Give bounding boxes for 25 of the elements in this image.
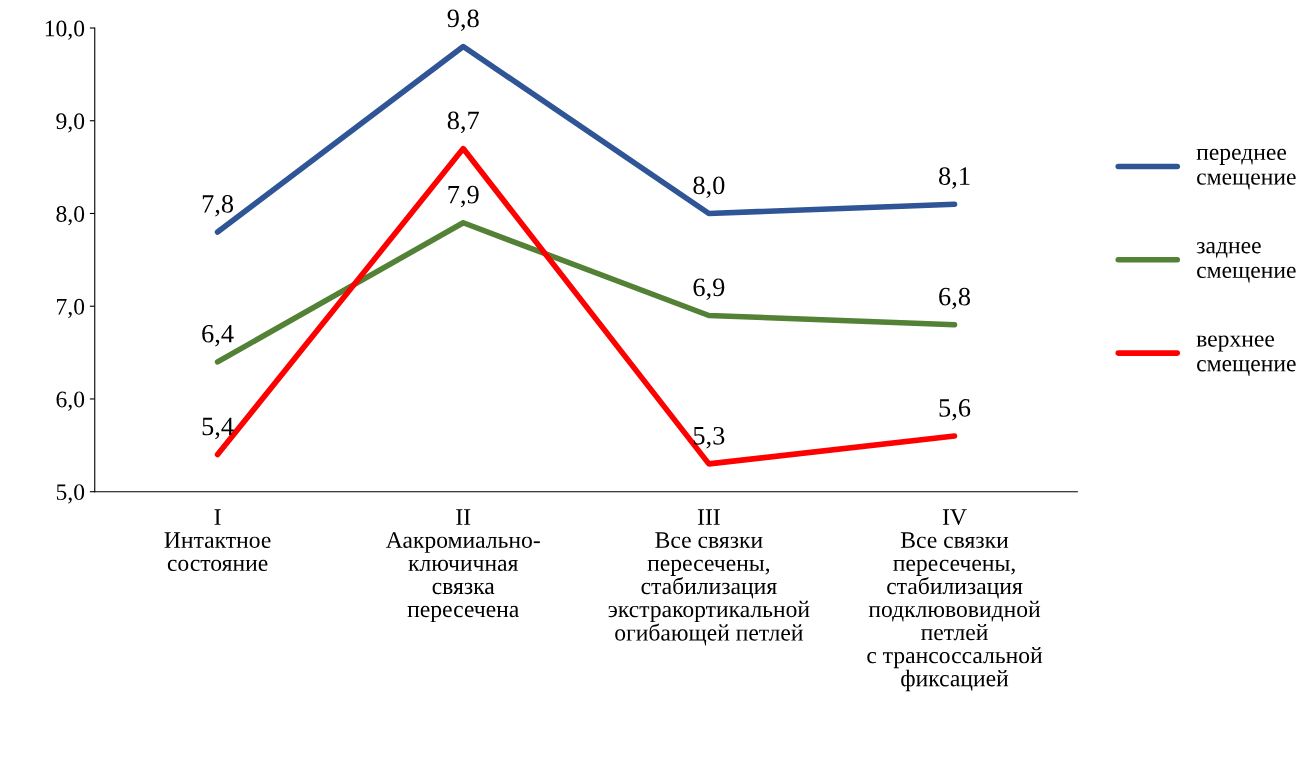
- y-tick-label: 8,0: [56, 205, 85, 226]
- data-label: 7,8: [202, 194, 234, 217]
- y-tick-label: 10,0: [45, 20, 85, 40]
- data-label: 8,0: [693, 176, 725, 199]
- data-label: 9,8: [447, 9, 479, 32]
- data-label: 6,4: [202, 324, 234, 347]
- data-label: 5,3: [693, 426, 725, 449]
- legend-label: переднее смещение: [1196, 148, 1296, 190]
- data-label: 8,7: [447, 111, 479, 134]
- data-label: 5,4: [202, 417, 234, 440]
- x-tick-label: I Интактное состояние: [164, 509, 271, 572]
- data-label: 6,8: [939, 287, 970, 310]
- y-tick-label: 5,0: [56, 484, 85, 504]
- y-tick-label: 9,0: [56, 113, 85, 133]
- legend-label: верхнее смещение: [1196, 335, 1296, 377]
- legend-label: заднее смещение: [1196, 242, 1296, 283]
- x-tick-label: IV Все связки пересечены, стабилизация подклювовидной петлей с трансоссальной фиксацией: [867, 509, 1043, 692]
- y-tick-label: 7,0: [57, 298, 85, 319]
- data-label: 8,1: [939, 167, 970, 189]
- y-tick-label: 6,0: [56, 391, 85, 411]
- data-label: 5,6: [939, 399, 971, 421]
- x-tick-label: III Все связки пересечены, стабилизация экстракортикальной огибающей петлей: [608, 509, 810, 646]
- x-tick-label: II Аакромиально- ключичная связка пересечена: [385, 509, 540, 622]
- data-label: 7,9: [448, 185, 479, 208]
- data-label: 6,9: [693, 278, 725, 301]
